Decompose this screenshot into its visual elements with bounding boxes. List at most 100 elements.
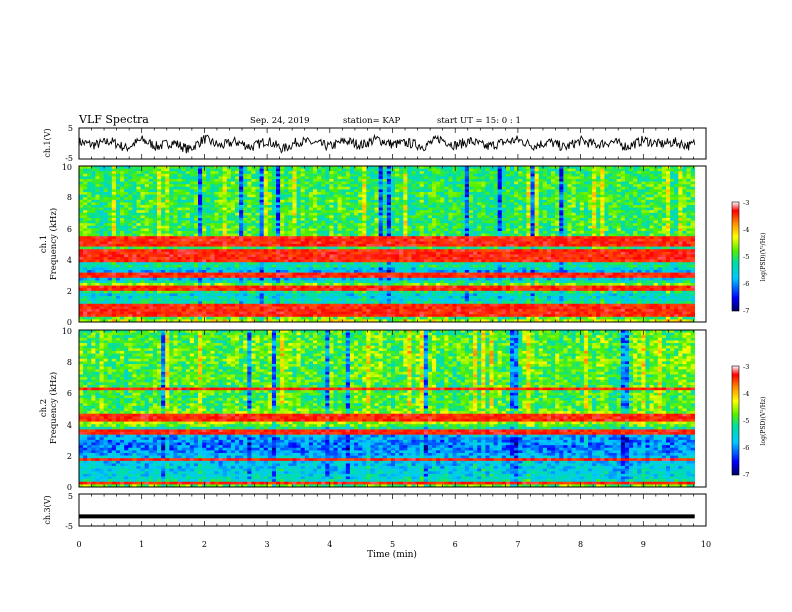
spectrogram-cell [325, 290, 330, 294]
spectrogram-cell [345, 199, 351, 203]
spectrogram-cell [136, 309, 141, 312]
spectrogram-cell [271, 246, 277, 250]
spectrogram-cell [399, 311, 404, 315]
spectrogram-cell [267, 296, 273, 299]
spectrogram-cell [358, 262, 363, 266]
spectrogram-cell [185, 197, 191, 201]
spectrogram-cell [271, 277, 277, 281]
spectrogram-cell [161, 285, 166, 289]
spectrogram-cell [115, 179, 121, 182]
spectrogram-cell [156, 168, 162, 172]
spectrogram-cell [173, 212, 178, 216]
spectrogram-cell [395, 316, 400, 320]
spectrogram-cell [321, 189, 326, 193]
spectrogram-cell [288, 267, 293, 271]
spectrogram-cell [177, 264, 182, 268]
spectrogram-cell [280, 210, 285, 214]
spectrogram-cell [247, 303, 252, 307]
spectrogram-cell [128, 238, 133, 242]
spectrogram-cell [378, 254, 384, 258]
spectrogram-cell [403, 233, 408, 237]
spectrogram-cell [210, 244, 215, 247]
spectrogram-cell [87, 309, 92, 312]
spectrogram-cell [140, 207, 145, 211]
spectrogram-cell [177, 176, 182, 180]
spectrogram-cell [345, 257, 351, 260]
spectrogram-cell [198, 225, 203, 229]
spectrogram-cell [251, 179, 256, 182]
spectrogram-cell [124, 241, 129, 245]
spectrogram-cell [284, 202, 289, 206]
spectrogram-cell [132, 181, 137, 185]
spectrogram-cell [395, 179, 400, 182]
spectrogram-cell [115, 192, 121, 195]
spectrogram-cell [95, 275, 100, 279]
spectrogram-cell [156, 277, 162, 281]
spectrogram-cell [386, 296, 392, 299]
spectrogram-cell [144, 197, 150, 201]
spectrogram-cell [107, 293, 113, 297]
spectrogram-cell [304, 280, 310, 284]
spectrogram-cell [259, 176, 265, 180]
spectrogram-cell [206, 267, 211, 271]
spectrogram-cell [83, 166, 88, 169]
spectrogram-cell [193, 257, 199, 260]
spectrogram-cell [337, 254, 342, 258]
spectrogram-cell [210, 225, 215, 229]
spectrogram-cell [284, 254, 289, 258]
spectrogram-cell [370, 290, 375, 294]
spectrogram-cell [234, 296, 240, 299]
spectrogram-cell [169, 272, 174, 276]
spectrogram-cell [300, 309, 306, 312]
spectrogram-cell [79, 264, 84, 268]
spectrogram-cell [140, 280, 145, 284]
spectrogram-cell [91, 173, 96, 177]
spectrogram-cell [288, 173, 293, 177]
spectrogram-cell [177, 283, 182, 286]
spectrogram-cell [329, 267, 334, 271]
spectrogram-cell [103, 166, 109, 169]
spectrogram-cell [349, 225, 355, 229]
spectrogram-cell [124, 251, 129, 255]
spectrogram-cell [284, 309, 289, 312]
spectrogram-cell [395, 231, 400, 234]
spectrogram-cell [362, 184, 367, 188]
spectrogram-cell [345, 181, 351, 185]
spectrogram-cell [193, 215, 199, 219]
spectrogram-cell [267, 236, 273, 240]
spectrogram-cell [140, 176, 145, 180]
spectrogram-cell [255, 197, 260, 201]
spectrogram-cell [181, 319, 187, 323]
spectrogram-cell [312, 244, 318, 247]
spectrogram-cell [382, 306, 388, 310]
spectrogram-cell [395, 296, 400, 299]
spectrogram-cell [91, 236, 96, 240]
spectrogram-cell [152, 173, 158, 177]
spectrogram-cell [210, 251, 215, 255]
spectrogram-cell [325, 241, 330, 245]
spectrogram-cell [341, 270, 347, 273]
spectrogram-cell [120, 309, 125, 312]
spectrogram-cell [317, 202, 322, 206]
spectrogram-cell [222, 275, 228, 279]
spectrogram-cell [83, 225, 88, 229]
spectrogram-cell [288, 296, 293, 299]
spectrogram-cell [251, 296, 256, 299]
spectrogram-cell [169, 194, 174, 198]
spectrogram-cell [382, 238, 388, 242]
spectrogram-cell [140, 231, 145, 234]
spectrogram-cell [169, 212, 174, 216]
spectrogram-cell [189, 277, 195, 281]
spectrogram-cell [136, 173, 141, 177]
spectrogram-cell [107, 186, 113, 190]
spectrogram-cell [226, 168, 232, 172]
spectrogram-cell [144, 290, 150, 294]
spectrogram-cell [312, 311, 318, 315]
spectrogram-cell [317, 267, 322, 271]
spectrogram-cell [267, 215, 273, 219]
spectrogram-cell [148, 303, 154, 307]
spectrogram-cell [390, 238, 396, 242]
spectrogram-cell [91, 199, 96, 203]
spectrogram-cell [202, 215, 207, 219]
spectrogram-cell [399, 179, 404, 182]
